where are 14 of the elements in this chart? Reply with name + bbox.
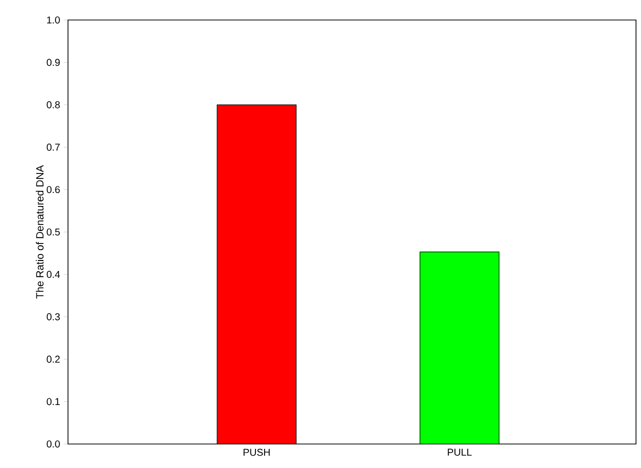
y-tick-label: 0.3: [46, 313, 60, 320]
y-tick-label: 0.6: [46, 186, 60, 194]
y-tick-label: 1.0: [47, 16, 60, 24]
y-tick-label: 0.9: [46, 58, 60, 66]
y-tick-label: 0.2: [46, 356, 60, 363]
y-tick-label: 0.8: [46, 101, 60, 108]
x-tick-label: PULL: [448, 448, 472, 456]
x-tick-label: PUSH: [244, 448, 270, 456]
y-tick-label: 0.5: [46, 228, 60, 236]
y-tick-label: 0.0: [46, 440, 60, 448]
y-tick-label: 0.4: [46, 270, 60, 278]
y-tick-label: 0.7: [46, 144, 60, 151]
y-tick-label: 0.1: [46, 398, 60, 406]
y-axis-title: The Ratio of Denatured DNA: [36, 165, 44, 299]
